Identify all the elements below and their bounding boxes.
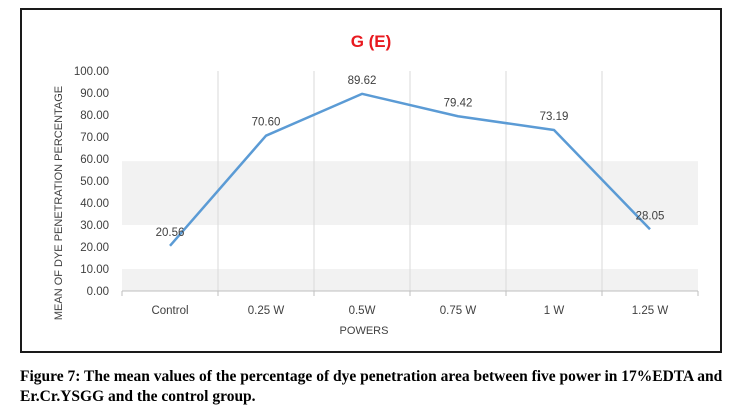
x-axis-title: POWERS: [340, 325, 389, 337]
y-tick-label: 50.00: [80, 176, 109, 188]
data-label: 20.56: [156, 227, 185, 239]
y-tick-label: 20.00: [80, 242, 109, 254]
x-tick-label: 1 W: [544, 305, 565, 317]
y-tick-label: 80.00: [80, 110, 109, 122]
y-tick-labels: 0.00 10.00 20.00 30.00 40.00 50.00 60.00 70.00 8…: [74, 66, 109, 298]
data-label: 79.42: [444, 97, 473, 109]
y-tick-label: 60.00: [80, 154, 109, 166]
y-axis-title: MEAN OF DYE PENETRATION PERCENTAGE: [53, 86, 65, 320]
x-axis: [121, 290, 699, 296]
figure-caption: Figure 7: The mean values of the percent…: [20, 368, 723, 405]
series-line-path: [169, 92, 651, 247]
data-labels: 20.56 70.60 89.62 79.42 73.19 28.05: [156, 75, 665, 239]
chart-frame: 0.00 10.00 20.00 30.00 40.00 50.00 60.00 70.00 8…: [20, 8, 722, 353]
data-label: 73.19: [540, 111, 569, 123]
y-tick-label: 70.00: [80, 132, 109, 144]
data-label: 28.05: [636, 210, 665, 222]
x-tick-label: 0.5W: [349, 305, 376, 317]
x-tick-label: Control: [151, 305, 188, 317]
y-tick-label: 30.00: [80, 220, 109, 232]
series-line: [169, 92, 651, 247]
line-chart: 0.00 10.00 20.00 30.00 40.00 50.00 60.00 70.00 8…: [53, 32, 699, 337]
chart-title: G (E): [351, 32, 392, 51]
y-tick-label: 0.00: [87, 286, 109, 298]
y-tick-label: 100.00: [74, 66, 109, 78]
y-tick-label: 90.00: [80, 88, 109, 100]
data-label: 70.60: [252, 117, 281, 129]
y-tick-label: 40.00: [80, 198, 109, 210]
x-tick-label: 1.25 W: [632, 305, 669, 317]
x-tick-label: 0.75 W: [440, 305, 477, 317]
y-tick-label: 10.00: [80, 264, 109, 276]
x-tick-label: 0.25 W: [248, 305, 285, 317]
x-tick-labels: Control 0.25 W 0.5W 0.75 W 1 W 1.25 W: [151, 305, 668, 317]
data-label: 89.62: [348, 75, 377, 87]
